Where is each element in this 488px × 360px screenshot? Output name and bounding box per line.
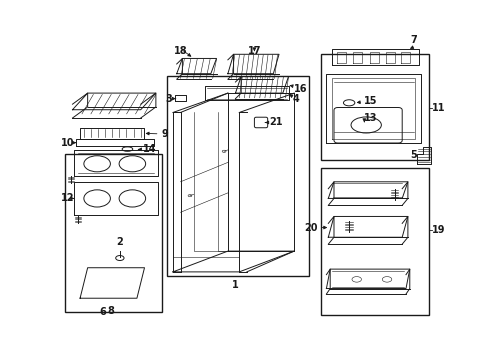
Text: 6: 6 bbox=[99, 307, 106, 316]
Text: 18: 18 bbox=[173, 46, 187, 56]
Text: 19: 19 bbox=[431, 225, 445, 235]
Text: 15: 15 bbox=[364, 96, 377, 107]
Text: 5: 5 bbox=[409, 150, 416, 161]
Text: 20: 20 bbox=[304, 222, 317, 233]
Text: 21: 21 bbox=[268, 117, 282, 127]
Text: 3: 3 bbox=[164, 94, 171, 104]
Text: 14: 14 bbox=[142, 144, 156, 154]
Text: 16: 16 bbox=[294, 84, 307, 94]
Text: 11: 11 bbox=[431, 103, 445, 113]
Text: 1: 1 bbox=[232, 280, 238, 290]
Bar bbox=[320, 168, 428, 315]
Text: 9: 9 bbox=[161, 129, 168, 139]
Text: 4: 4 bbox=[292, 94, 299, 104]
Text: 12: 12 bbox=[61, 193, 75, 203]
Text: 2: 2 bbox=[116, 237, 123, 247]
Bar bbox=[320, 54, 428, 159]
Bar bbox=[167, 76, 309, 276]
Text: 10: 10 bbox=[61, 138, 75, 148]
Bar bbox=[65, 154, 161, 312]
Text: 13: 13 bbox=[364, 113, 377, 123]
Text: 8: 8 bbox=[107, 306, 114, 316]
Text: 7: 7 bbox=[410, 35, 416, 45]
Text: 17: 17 bbox=[247, 46, 261, 56]
